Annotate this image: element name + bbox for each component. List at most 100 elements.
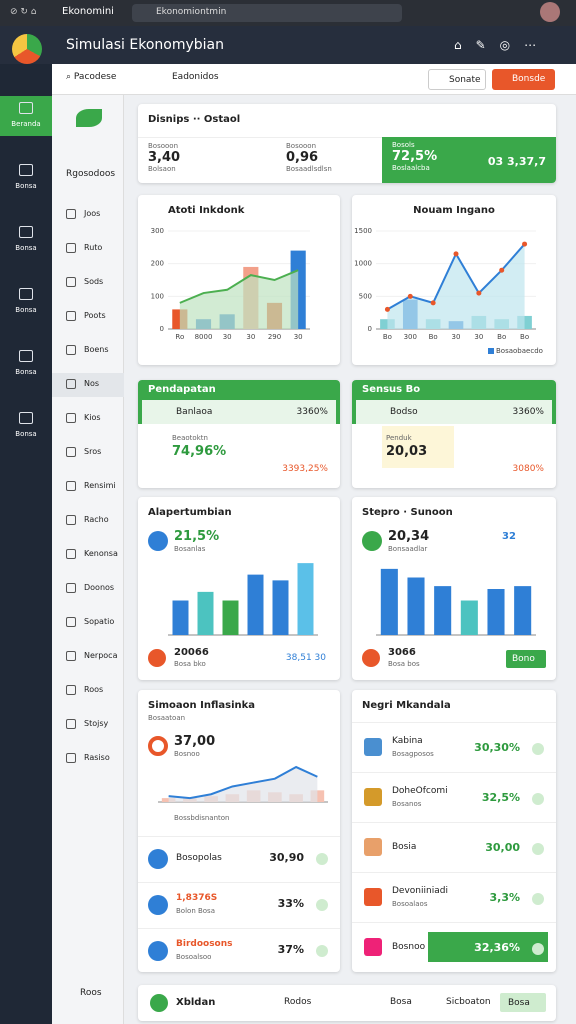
subnav-footer[interactable]: Roos	[80, 988, 102, 998]
bottom-button[interactable]: Bosa	[500, 993, 546, 1012]
browser-controls[interactable]: ⊘ ↻ ⌂	[10, 7, 37, 17]
subnav-item[interactable]: Ruto	[52, 237, 124, 261]
subnav-icon	[66, 515, 76, 525]
x-tick-label: Bo	[383, 333, 392, 341]
kpi-label: Beaotoktn	[172, 434, 208, 442]
decoration	[148, 736, 168, 756]
subnav: Rgosodoos Roos Joos Ruto Sods Poots Boens Nos…	[52, 95, 124, 1024]
y-tick-label: 0	[160, 325, 164, 333]
stat: Bosooon 0,96 Bosaadlsdlsn	[286, 142, 332, 173]
list-value: 37%	[277, 943, 304, 956]
market-check	[532, 893, 544, 905]
rail-item[interactable]: Bonsa	[0, 220, 52, 260]
market-label: Bosia	[392, 842, 417, 852]
marker	[476, 290, 482, 296]
card-title: Disnips ·· Ostaol	[148, 114, 241, 125]
bar	[197, 591, 214, 635]
kpi-side: 3080%	[512, 464, 544, 474]
subnav-item[interactable]: Rasiso	[52, 747, 124, 771]
tab-title[interactable]: Ekonomini	[62, 6, 114, 17]
subnav-icon	[66, 583, 76, 593]
y-tick-label: 1500	[354, 227, 372, 235]
bottom-right[interactable]: Bosa	[390, 997, 412, 1007]
chart	[168, 563, 318, 636]
subnav-caption: Rgosodoos	[66, 169, 116, 179]
market-card: Negri Mkandala Kabina Bosagposos 30,30% Doh…	[352, 690, 556, 972]
stat-caption: Bosooon 3,40 Bolsaon	[148, 142, 180, 173]
list-row: Birdoosons Bosoalsoo 37%	[138, 928, 340, 972]
search-text: Pacodese	[73, 72, 117, 82]
kpi-value: 20,03	[386, 444, 428, 459]
avatar[interactable]	[540, 2, 560, 22]
list-label: 1,8376S	[176, 893, 218, 903]
subnav-icon	[66, 447, 76, 457]
kpi-header: Pendapatan	[148, 384, 216, 395]
bar	[434, 586, 452, 635]
subnav-item[interactable]: Nos	[52, 373, 124, 397]
subnav-item[interactable]: Racho	[52, 509, 124, 533]
subnav-label: Nerpoca	[84, 651, 118, 660]
header-actions[interactable]: ⌂✎◎⋯	[454, 38, 551, 52]
kpi-label: Penduk	[386, 434, 412, 442]
market-check	[532, 793, 544, 805]
footer-label: Bosa bos	[388, 660, 420, 668]
line	[179, 269, 299, 304]
browser-bar: ⊘ ↻ ⌂ Ekonomini Ekonomiontmin	[0, 0, 576, 26]
stat: 37,00	[174, 734, 216, 749]
kpi-side: 3393,25%	[282, 464, 328, 474]
line	[168, 765, 318, 800]
card-button[interactable]: Bono	[506, 650, 546, 668]
leaf-icon	[76, 109, 102, 127]
subnav-item[interactable]: Poots	[52, 305, 124, 329]
rail-label: Beranda	[11, 120, 41, 128]
x-tick-label: 290	[268, 333, 281, 341]
accent-button[interactable]: Bonsde	[492, 69, 555, 90]
list-sub: Bolon Bosa	[176, 907, 215, 915]
subnav-icon	[66, 481, 76, 491]
subnav-item[interactable]: Rensimi	[52, 475, 124, 499]
subnav-label: Stojsy	[84, 719, 109, 728]
text: 72,5%	[392, 149, 438, 164]
subnav-label: Kios	[84, 413, 101, 422]
market-label: Devoniiniadi	[392, 886, 448, 896]
subnav-icon	[66, 345, 76, 355]
market-value: 3,3%	[489, 891, 520, 904]
market-check	[532, 843, 544, 855]
url-bar[interactable]: Ekonomiontmin	[132, 4, 402, 22]
subnav-item[interactable]: Kios	[52, 407, 124, 431]
stat-label: Bonsaadlar	[388, 545, 428, 553]
subnav-item[interactable]: Sods	[52, 271, 124, 295]
market-row: Kabina Bosagposos 30,30%	[352, 722, 556, 772]
rail-item[interactable]: Beranda	[0, 96, 52, 136]
subnav-icon	[66, 617, 76, 627]
text: 0,96	[286, 150, 319, 165]
subnav-item[interactable]: Joos	[52, 203, 124, 227]
card-title: Stepro · Sunoon	[362, 507, 453, 518]
subnav-item[interactable]: Sopatio	[52, 611, 124, 635]
rail-item[interactable]: Bonsa	[0, 282, 52, 322]
market-value: 32,5%	[481, 791, 520, 804]
rail-item[interactable]: Bonsa	[0, 344, 52, 384]
filter[interactable]: Eadonidos	[172, 72, 219, 82]
card-title: Simoaon Inflasinka	[148, 700, 256, 711]
subnav-item[interactable]: Sros	[52, 441, 124, 465]
list-check	[316, 945, 328, 957]
primary-button[interactable]: Sonate	[428, 69, 486, 90]
subnav-item[interactable]: Roos	[52, 679, 124, 703]
market-value: 30,00	[485, 841, 520, 854]
bottom-right2[interactable]: Sicboaton	[446, 997, 491, 1007]
rail-item[interactable]: Bonsa	[0, 406, 52, 446]
text: Banlaoa	[176, 407, 213, 417]
rail-item[interactable]: Bonsa	[0, 158, 52, 198]
subnav-item[interactable]: Stojsy	[52, 713, 124, 737]
subnav-item[interactable]: Nerpoca	[52, 645, 124, 669]
subnav-item[interactable]: Kenonsa	[52, 543, 124, 567]
subnav-label: Sopatio	[84, 617, 115, 626]
bottom-mid[interactable]: Rodos	[284, 997, 312, 1007]
subnav-item[interactable]: Doonos	[52, 577, 124, 601]
x-tick-label: 8000	[195, 333, 213, 341]
kpi-card: Sensus Bo Bodso 3360% Penduk 20,03 3080%	[352, 380, 556, 488]
text: 3360%	[296, 407, 328, 417]
search[interactable]: ⌕ Pacodese	[66, 72, 117, 82]
subnav-item[interactable]: Boens	[52, 339, 124, 363]
